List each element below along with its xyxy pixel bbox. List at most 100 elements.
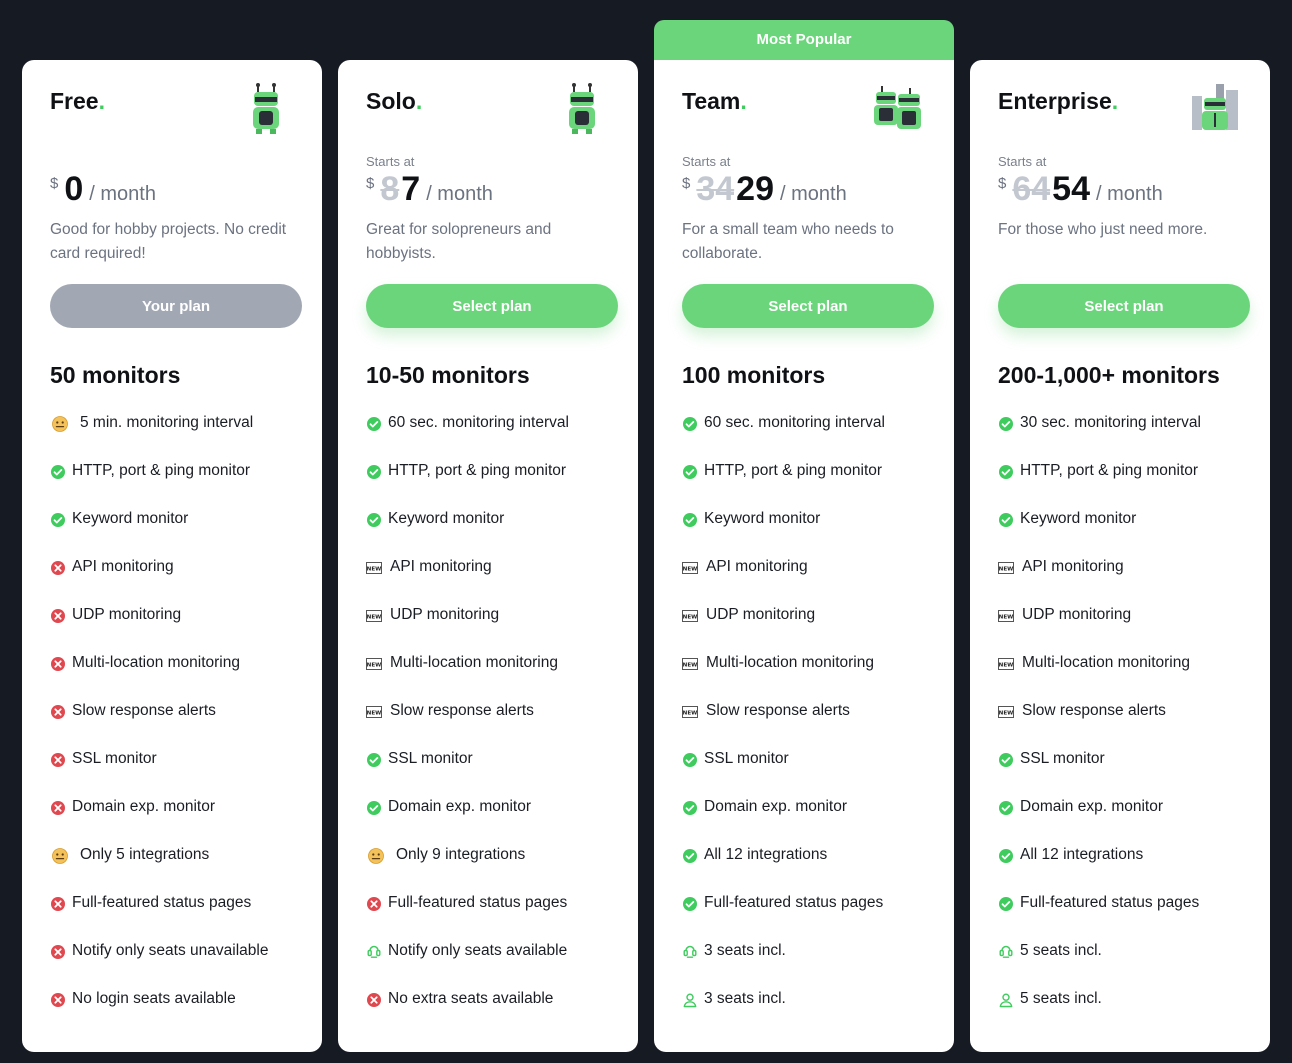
select-plan-button[interactable]: Select plan (366, 284, 618, 328)
feature-item: NEW Slow response alerts (366, 702, 628, 750)
check-icon (366, 800, 382, 816)
feature-label: API monitoring (1022, 558, 1124, 575)
feature-item: Full-featured status pages (50, 894, 312, 942)
feature-item: NEW Slow response alerts (998, 702, 1260, 750)
old-price: 34 (696, 170, 735, 208)
feature-item: SSL monitor (366, 750, 628, 798)
user-icon (998, 992, 1014, 1008)
svg-text:NEW: NEW (367, 663, 382, 669)
price-amount: 0 (64, 170, 84, 208)
check-icon (366, 416, 382, 432)
feature-item: HTTP, port & ping monitor (998, 462, 1260, 510)
your-plan-button[interactable]: Your plan (50, 284, 302, 328)
feature-label: Full-featured status pages (388, 894, 568, 911)
check-icon (682, 464, 698, 480)
check-icon (366, 512, 382, 528)
plan-title: Solo. (366, 88, 423, 114)
plan-card-free: Free. $ 0 / month Good for hobby project… (22, 60, 322, 1052)
check-icon (998, 464, 1014, 480)
feature-item: Domain exp. monitor (998, 798, 1260, 846)
feature-item: SSL monitor (50, 750, 312, 798)
feature-label: SSL monitor (704, 750, 789, 767)
feature-label: Full-featured status pages (704, 894, 884, 911)
feature-item: 60 sec. monitoring interval (682, 414, 944, 462)
check-icon (682, 752, 698, 768)
feature-item: Slow response alerts (50, 702, 312, 750)
plan-description: Great for solopreneurs and hobbyists. (366, 221, 552, 262)
feature-label: Slow response alerts (706, 702, 850, 719)
feature-label: 5 seats incl. (1020, 990, 1102, 1007)
feature-item: NEW Multi-location monitoring (998, 654, 1260, 702)
select-plan-button[interactable]: Select plan (682, 284, 934, 328)
currency-symbol: $ (998, 175, 1007, 192)
feature-item: SSL monitor (682, 750, 944, 798)
feature-label: UDP monitoring (72, 606, 182, 623)
feature-label: API monitoring (390, 558, 492, 575)
feature-item: NEW Slow response alerts (682, 702, 944, 750)
check-icon (998, 416, 1014, 432)
feature-label: No extra seats available (388, 990, 554, 1007)
feature-label: Keyword monitor (704, 510, 821, 527)
feature-item: No extra seats available (366, 990, 628, 1038)
feature-item: Full-featured status pages (682, 894, 944, 942)
feature-item: Keyword monitor (682, 510, 944, 558)
feature-label: Only 9 integrations (396, 846, 526, 863)
feature-item: 3 seats incl. (682, 990, 944, 1038)
feature-item: UDP monitoring (50, 606, 312, 654)
feature-item: 5 min. monitoring interval (50, 414, 312, 462)
feature-label: Multi-location monitoring (1022, 654, 1190, 671)
feature-item: HTTP, port & ping monitor (682, 462, 944, 510)
feature-label: UDP monitoring (706, 606, 816, 623)
feature-item: NEW API monitoring (682, 558, 944, 606)
feature-label: Full-featured status pages (1020, 894, 1200, 911)
feature-item: NEW UDP monitoring (682, 606, 944, 654)
seat-icon (682, 944, 698, 960)
feature-label: Slow response alerts (390, 702, 534, 719)
feature-item: Only 9 integrations (366, 846, 628, 894)
check-icon (366, 752, 382, 768)
seat-icon (366, 944, 382, 960)
feature-item: Domain exp. monitor (366, 798, 628, 846)
robot-team-mascot-icon (874, 86, 921, 129)
new-badge-icon: NEW (998, 560, 1014, 576)
feature-item: 5 seats incl. (998, 942, 1260, 990)
price: $ 8 7 / month (366, 170, 493, 209)
feature-label: Notify only seats available (388, 942, 568, 959)
feature-label: Full-featured status pages (72, 894, 252, 911)
cross-icon (366, 992, 382, 1008)
new-badge-icon: NEW (682, 608, 698, 624)
check-icon (682, 416, 698, 432)
currency-symbol: $ (366, 175, 375, 192)
cross-icon (50, 752, 66, 768)
price: $ 64 54 / month (998, 170, 1163, 209)
plan-description: For a small team who needs to collaborat… (682, 221, 894, 262)
price-amount: 29 (736, 170, 774, 208)
feature-label: SSL monitor (72, 750, 157, 767)
cross-icon (366, 896, 382, 912)
feature-item: NEW API monitoring (366, 558, 628, 606)
cross-icon (50, 944, 66, 960)
feature-item: Full-featured status pages (366, 894, 628, 942)
check-icon (682, 848, 698, 864)
select-plan-button[interactable]: Select plan (998, 284, 1250, 328)
feature-item: Notify only seats unavailable (50, 942, 312, 990)
price-period: / month (780, 183, 847, 205)
starts-at-label: Starts at (366, 154, 415, 169)
feature-label: Only 5 integrations (80, 846, 210, 863)
feature-label: Domain exp. monitor (72, 798, 216, 815)
plan-description: For those who just need more. (998, 221, 1208, 238)
feature-label: 60 sec. monitoring interval (388, 414, 569, 431)
plan-description: Good for hobby projects. No credit card … (50, 221, 287, 262)
svg-text:NEW: NEW (367, 711, 382, 717)
new-badge-icon: NEW (682, 704, 698, 720)
feature-item: HTTP, port & ping monitor (366, 462, 628, 510)
svg-text:NEW: NEW (367, 567, 382, 573)
feature-label: No login seats available (72, 990, 236, 1007)
feature-list: 30 sec. monitoring interval HTTP, port & … (998, 414, 1260, 1038)
svg-text:NEW: NEW (999, 711, 1014, 717)
feature-item: 30 sec. monitoring interval (998, 414, 1260, 462)
feature-item: NEW UDP monitoring (366, 606, 628, 654)
new-badge-icon: NEW (998, 608, 1014, 624)
feature-label: 5 seats incl. (1020, 942, 1102, 959)
